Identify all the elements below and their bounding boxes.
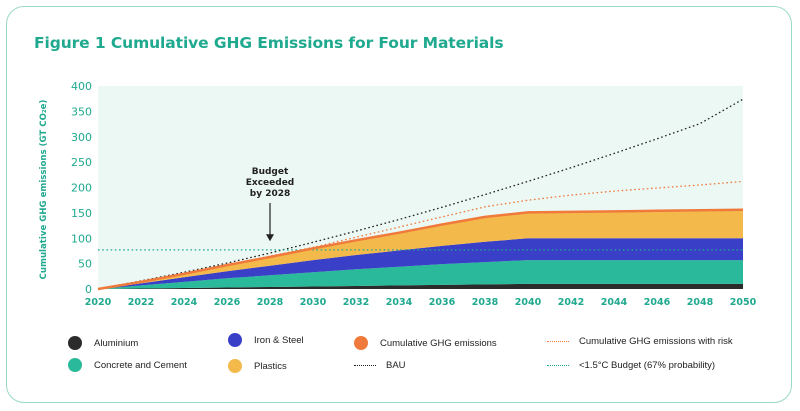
x-tick-label: 2028: [257, 297, 284, 308]
line-cumulative-ghg-emissions: [97, 208, 744, 291]
x-tick-label: 2040: [515, 297, 542, 308]
area-aluminium: [98, 283, 743, 289]
x-tick-label: 2050: [730, 297, 757, 308]
x-tick-label: 2026: [214, 297, 241, 308]
x-tick-label: 2042: [558, 297, 584, 308]
x-tick-label: 2046: [644, 297, 671, 308]
y-tick-label: 250: [71, 156, 92, 169]
y-tick-label: 100: [71, 232, 92, 245]
x-tick-label: 2034: [386, 297, 413, 308]
y-tick-label: 200: [71, 182, 92, 195]
area-concrete-and-cement: [98, 260, 743, 289]
y-tick-label: 400: [71, 80, 92, 93]
x-tick-label: 2038: [472, 297, 499, 308]
x-tick-label: 2022: [128, 297, 154, 308]
annotation-text: by 2028: [250, 189, 291, 199]
x-tick-label: 2044: [601, 297, 628, 308]
y-tick-label: 350: [71, 105, 92, 118]
annotation-arrow-head: [266, 234, 274, 242]
area-iron-steel: [98, 238, 743, 289]
y-tick-label: 150: [71, 207, 92, 220]
y-tick-label: 300: [71, 131, 92, 144]
x-tick-label: 2032: [343, 297, 369, 308]
y-tick-label: 50: [78, 258, 92, 271]
annotation-text: Budget: [252, 167, 289, 177]
y-tick-label: 0: [85, 283, 92, 296]
area-plastics: [98, 209, 743, 289]
x-tick-label: 2048: [687, 297, 714, 308]
line-bau: [97, 98, 744, 290]
y-axis-label: Cumulative GHG emissions (GT CO₂e): [39, 100, 49, 280]
x-tick-label: 2024: [171, 297, 198, 308]
x-tick-label: 2030: [300, 297, 327, 308]
x-tick-label: 2036: [429, 297, 456, 308]
x-tick-label: 2020: [85, 297, 112, 308]
chart-title: Figure 1 Cumulative GHG Emissions for Fo…: [34, 34, 504, 52]
annotation-text: Exceeded: [246, 178, 295, 188]
